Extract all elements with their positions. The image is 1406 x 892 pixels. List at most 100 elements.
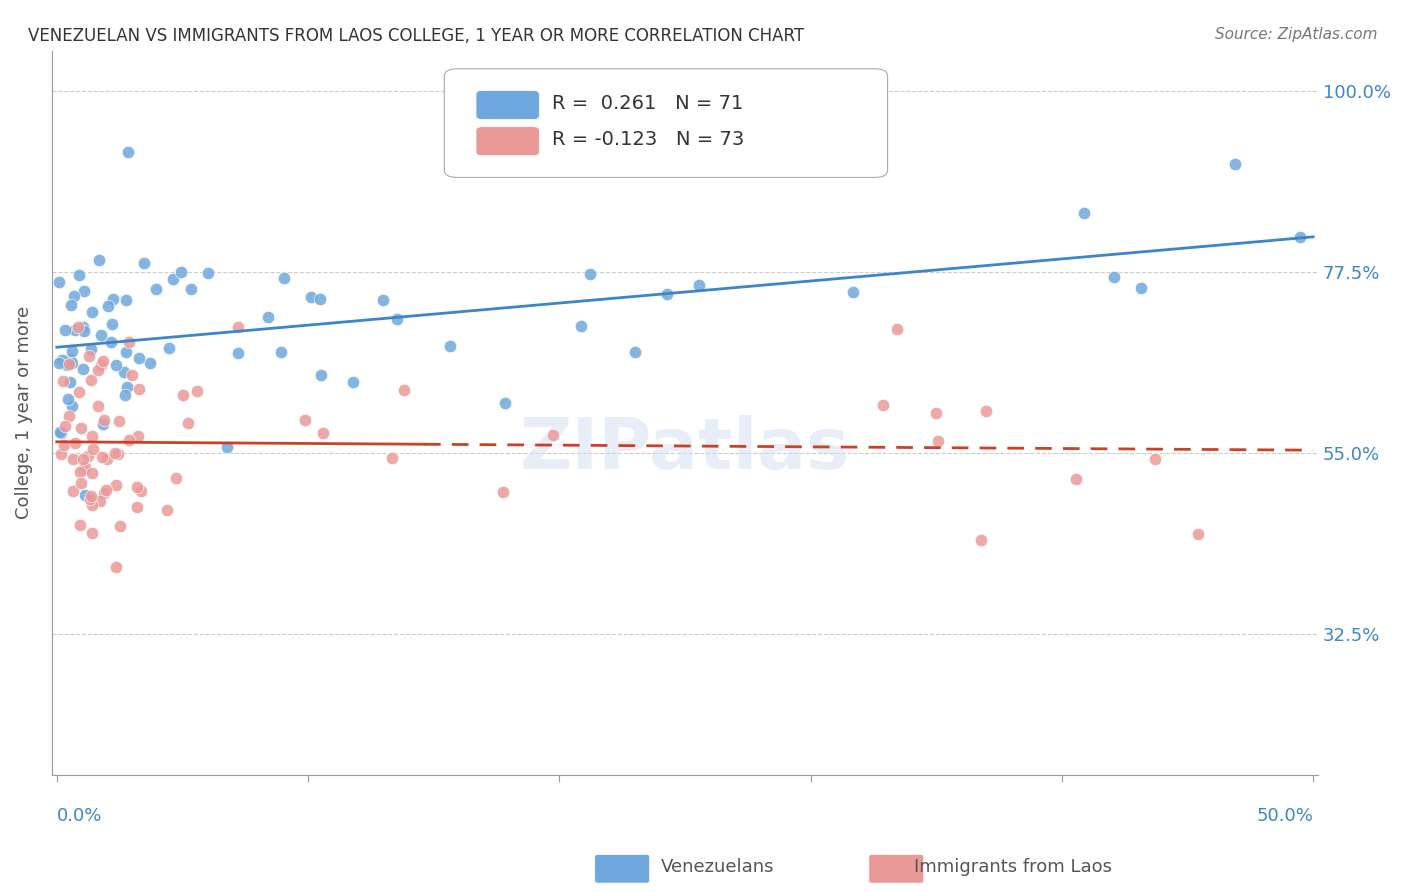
Point	[58, 351, 80, 366]
Point	[273, 271, 295, 285]
Point	[257, 310, 280, 325]
Point	[93, 486, 115, 500]
Point	[105, 359, 128, 373]
Point	[72, 451, 94, 466]
Point	[299, 290, 322, 304]
Point	[309, 368, 332, 383]
Point	[52, 374, 75, 388]
Point	[60, 356, 83, 370]
Point	[886, 322, 908, 336]
FancyBboxPatch shape	[477, 90, 540, 120]
Point	[226, 346, 249, 360]
Point	[1064, 472, 1087, 486]
Point	[385, 312, 408, 326]
Point	[69, 517, 91, 532]
Point	[1104, 270, 1126, 285]
Point	[226, 319, 249, 334]
Point	[105, 559, 128, 574]
Point	[79, 491, 101, 506]
Point	[117, 145, 139, 159]
Point	[69, 465, 91, 479]
Point	[63, 323, 86, 337]
Point	[53, 323, 76, 337]
Y-axis label: College, 1 year or more: College, 1 year or more	[15, 306, 32, 519]
Point	[494, 395, 516, 409]
Point	[96, 483, 118, 497]
Point	[79, 489, 101, 503]
Point	[112, 366, 135, 380]
Point	[381, 450, 404, 465]
Point	[69, 475, 91, 490]
Point	[63, 435, 86, 450]
Point	[117, 434, 139, 448]
Text: ZIPatlas: ZIPatlas	[520, 415, 851, 483]
Point	[49, 425, 72, 440]
Point	[101, 317, 124, 331]
Point	[73, 284, 96, 298]
Point	[162, 272, 184, 286]
Point	[1143, 452, 1166, 467]
Point	[1187, 526, 1209, 541]
Point	[145, 282, 167, 296]
Point	[48, 275, 70, 289]
Point	[1073, 206, 1095, 220]
Point	[927, 434, 949, 448]
Point	[48, 356, 70, 370]
Point	[62, 289, 84, 303]
Point	[128, 382, 150, 396]
Point	[51, 425, 73, 440]
Point	[270, 345, 292, 359]
Point	[77, 349, 100, 363]
FancyBboxPatch shape	[477, 127, 540, 156]
Point	[186, 384, 208, 398]
Point	[492, 485, 515, 500]
Point	[73, 325, 96, 339]
Point	[56, 392, 79, 407]
Point	[138, 356, 160, 370]
Point	[72, 462, 94, 476]
Point	[80, 342, 103, 356]
Point	[569, 318, 592, 333]
Point	[180, 282, 202, 296]
Text: Immigrants from Laos: Immigrants from Laos	[914, 858, 1112, 876]
Point	[197, 266, 219, 280]
Point	[70, 421, 93, 435]
Text: Venezuelans: Venezuelans	[661, 858, 775, 876]
Point	[60, 399, 83, 413]
Point	[53, 419, 76, 434]
Point	[51, 353, 73, 368]
Point	[89, 253, 111, 268]
Point	[100, 335, 122, 350]
Point	[62, 451, 84, 466]
Point	[157, 341, 180, 355]
Point	[114, 293, 136, 307]
Point	[842, 285, 865, 299]
Point	[129, 483, 152, 498]
Point	[80, 498, 103, 512]
Point	[60, 344, 83, 359]
Point	[105, 477, 128, 491]
Point	[58, 376, 80, 390]
Point	[87, 363, 110, 377]
Point	[59, 298, 82, 312]
Point	[67, 268, 90, 282]
Point	[66, 319, 89, 334]
Point	[342, 376, 364, 390]
Point	[872, 398, 894, 412]
Point	[118, 335, 141, 350]
Point	[72, 320, 94, 334]
Point	[101, 292, 124, 306]
Point	[655, 286, 678, 301]
Point	[172, 387, 194, 401]
Point	[108, 519, 131, 533]
Point	[55, 358, 77, 372]
Point	[394, 384, 416, 398]
Point	[170, 265, 193, 279]
Point	[371, 293, 394, 307]
Point	[132, 256, 155, 270]
Point	[67, 385, 90, 400]
Point	[82, 305, 104, 319]
Point	[87, 400, 110, 414]
Text: Source: ZipAtlas.com: Source: ZipAtlas.com	[1215, 27, 1378, 42]
Text: 0.0%: 0.0%	[56, 807, 103, 825]
